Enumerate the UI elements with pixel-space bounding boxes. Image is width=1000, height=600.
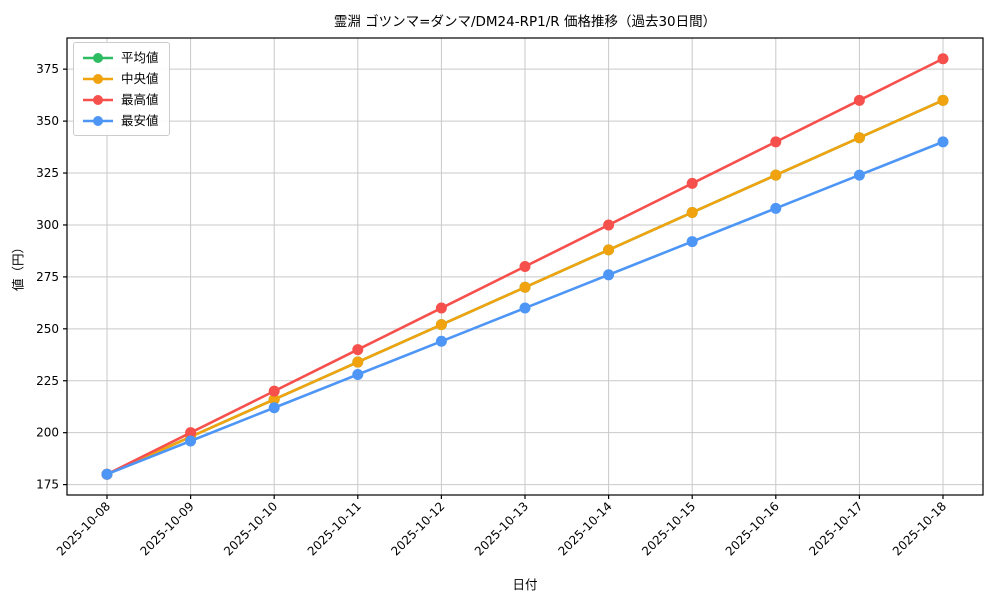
data-point-min (937, 136, 949, 148)
x-tick-label: 2025-10-09 (138, 499, 197, 558)
data-point-max (435, 302, 447, 314)
y-tick-label: 375 (36, 62, 59, 76)
data-point-median (937, 94, 949, 106)
data-point-min (519, 302, 531, 314)
y-tick-label: 275 (36, 270, 59, 284)
data-point-median (435, 319, 447, 331)
y-tick-label: 225 (36, 374, 59, 388)
x-tick-label: 2025-10-14 (556, 499, 615, 558)
data-point-min (853, 169, 865, 181)
data-point-min (603, 269, 615, 281)
x-axis-label: 日付 (512, 577, 538, 592)
y-tick-label: 200 (36, 426, 59, 440)
legend-label-max: 最高値 (121, 92, 159, 107)
y-tick-label: 300 (36, 218, 59, 232)
data-point-median (686, 206, 698, 218)
x-tick-label: 2025-10-13 (472, 499, 531, 558)
legend-marker-max (83, 94, 113, 105)
y-tick-label: 250 (36, 322, 59, 336)
data-point-max (853, 94, 865, 106)
x-tick-label: 2025-10-11 (305, 499, 364, 558)
legend: 平均値中央値最高値最安値 (73, 42, 170, 136)
data-point-max (770, 136, 782, 148)
data-point-median (268, 393, 280, 405)
x-tick-label: 2025-10-08 (54, 499, 113, 558)
data-point-median (853, 132, 865, 144)
data-point-median (352, 356, 364, 368)
x-tick-label: 2025-10-10 (221, 499, 280, 558)
data-point-min (686, 236, 698, 248)
legend-marker-median (83, 73, 113, 84)
y-tick-label: 325 (36, 166, 59, 180)
chart-title: 霊淵 ゴツンマ=ダンマ/DM24-RP1/R 価格推移（過去30日間） (333, 14, 717, 30)
x-tick-label: 2025-10-18 (890, 499, 949, 558)
data-point-min (435, 335, 447, 347)
legend-dot (93, 115, 103, 126)
legend-dot (93, 73, 103, 84)
legend-marker-min (83, 115, 113, 126)
x-tick-label: 2025-10-17 (806, 499, 865, 558)
data-point-median (603, 244, 615, 256)
y-tick-label: 175 (36, 478, 59, 492)
x-tick-label: 2025-10-15 (639, 499, 698, 558)
data-point-min (352, 369, 364, 381)
data-point-max (937, 53, 949, 65)
y-axis-label: 値（円） (10, 240, 26, 292)
data-point-min (770, 202, 782, 214)
data-point-median (770, 169, 782, 181)
data-point-min (101, 468, 113, 480)
legend-label-average: 平均値 (121, 50, 159, 65)
x-tick-label: 2025-10-12 (388, 499, 447, 558)
data-point-max (603, 219, 615, 231)
data-point-median (519, 281, 531, 293)
x-tick-label: 2025-10-16 (723, 499, 782, 558)
legend-item-average: 平均値 (82, 48, 159, 67)
data-point-max (185, 427, 197, 439)
data-point-min (185, 435, 197, 447)
data-point-min (268, 402, 280, 414)
legend-marker-average (83, 52, 113, 63)
data-point-max (352, 344, 364, 356)
legend-label-min: 最安値 (121, 113, 159, 128)
data-point-max (686, 177, 698, 189)
legend-item-min: 最安値 (82, 111, 159, 130)
legend-dot (93, 94, 103, 105)
legend-item-median: 中央値 (82, 69, 159, 88)
legend-dot (93, 52, 103, 63)
data-point-max (519, 261, 531, 272)
legend-item-max: 最高値 (82, 90, 159, 109)
legend-label-median: 中央値 (121, 71, 159, 86)
y-tick-label: 350 (36, 114, 59, 128)
data-point-max (268, 385, 280, 397)
